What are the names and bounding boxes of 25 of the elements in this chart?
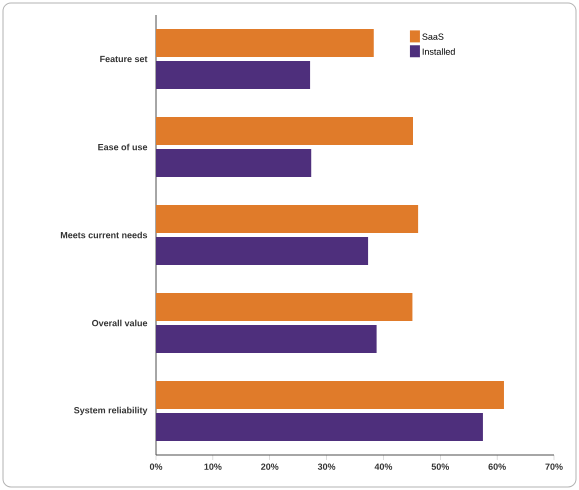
x-tick-label: 10% (204, 464, 222, 470)
x-tick-label: 70% (545, 464, 563, 470)
y-tick-label: Ease of use (98, 144, 148, 150)
bar (156, 380, 504, 409)
bar (156, 116, 413, 145)
bar (156, 148, 312, 177)
y-tick-label: Overall value (92, 320, 148, 326)
x-tick-label: 40% (374, 464, 392, 470)
y-tick-label: Feature set (100, 56, 148, 62)
x-tick-label: 20% (261, 464, 278, 470)
x-tick-label: 0% (150, 464, 162, 470)
bar (156, 204, 418, 233)
bar (156, 292, 412, 321)
bar (156, 28, 374, 57)
x-tick-label: 30% (318, 464, 336, 470)
bar (156, 324, 377, 353)
x-tick-label: 50% (432, 464, 450, 470)
bar (156, 412, 483, 441)
bar (156, 60, 310, 89)
y-tick-label: System reliability (74, 406, 148, 416)
legend-label: SaaS (422, 34, 444, 40)
y-tick-label: Meets current needs (60, 232, 148, 238)
x-tick-label: 60% (488, 464, 506, 470)
legend-label: Installed (422, 48, 455, 55)
bar (156, 236, 368, 265)
